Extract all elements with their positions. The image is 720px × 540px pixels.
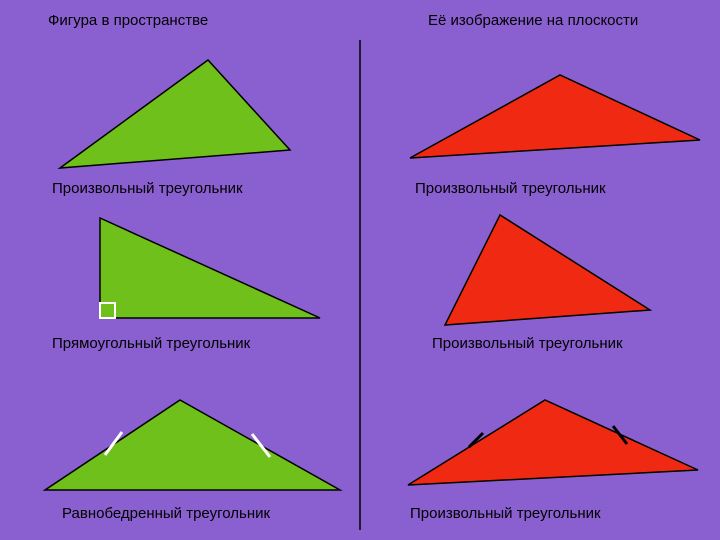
label-left-1: Произвольный треугольник	[52, 180, 243, 197]
label-left-2: Прямоугольный треугольник	[52, 335, 250, 352]
header-right: Её изображение на плоскости	[428, 12, 638, 29]
header-left: Фигура в пространстве	[48, 12, 208, 29]
label-right-3: Произвольный треугольник	[410, 505, 601, 522]
label-right-1: Произвольный треугольник	[415, 180, 606, 197]
diagram-svg	[0, 0, 720, 540]
diagram-canvas: Фигура в пространстве Её изображение на …	[0, 0, 720, 540]
label-right-2: Произвольный треугольник	[432, 335, 623, 352]
label-left-3: Равнобедренный треугольник	[62, 505, 270, 522]
